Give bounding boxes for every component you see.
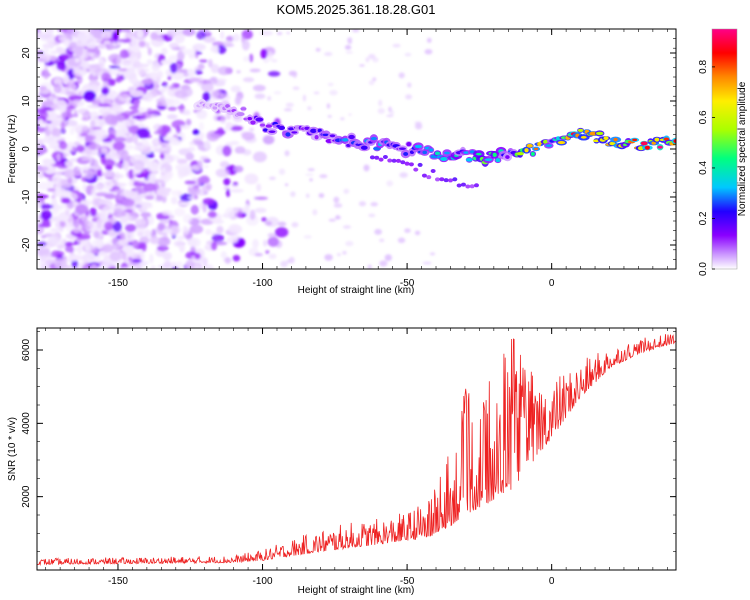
- snr-panel: -150 -100 -50 0 2000 4000 6000 Height of strai…: [7, 327, 677, 596]
- spectrogram-ytick-label: -20: [21, 237, 32, 252]
- spectrogram-xlabel: Height of straight line (km): [298, 285, 415, 296]
- snr-xtick-label: -100: [253, 576, 273, 587]
- colorbar-tick-label: 0.4: [698, 161, 709, 175]
- spectrogram-ridge: [193, 99, 676, 189]
- colorbar-tick-label: 0.0: [698, 262, 709, 276]
- spectrogram-xtick-label: 0: [549, 278, 555, 289]
- spectrogram-xtick-label: -100: [253, 278, 273, 289]
- spectrogram-xtick-label: -50: [400, 278, 415, 289]
- colorbar-ticks: 0.0 0.2 0.4 0.6 0.8: [698, 60, 715, 276]
- spectrogram-ylabel: Frequency (Hz): [7, 115, 18, 184]
- colorbar: 0.0 0.2 0.4 0.6 0.8 Normalized spectral ampl…: [698, 28, 748, 276]
- snr-ticks: -150 -100 -50 0 2000 4000 6000: [21, 328, 676, 587]
- snr-ytick-label: 4000: [21, 412, 32, 435]
- snr-ytick-label: 2000: [21, 485, 32, 508]
- snr-xtick-label: -50: [400, 576, 415, 587]
- colorbar-tick-label: 0.8: [698, 60, 709, 74]
- spectrogram-ytick-label: 0: [21, 146, 32, 152]
- snr-xlabel: Height of straight line (km): [298, 585, 415, 596]
- snr-series-line: [37, 334, 676, 566]
- snr-xtick-label: 0: [549, 576, 555, 587]
- snr-xtick-label: -150: [108, 576, 128, 587]
- spectrogram-image: [37, 29, 676, 269]
- snr-ylabel: SNR (10 * v/v): [7, 417, 18, 481]
- snr-ytick-label: 6000: [21, 338, 32, 361]
- spectrogram-ytick-label: 10: [21, 95, 32, 107]
- colorbar-label: Normalized spectral amplitude: [737, 81, 748, 216]
- spectrogram-noise: [37, 29, 436, 269]
- spectrogram-ytick-label: 20: [21, 47, 32, 59]
- chart-title: KOM5.2025.361.18.28.G01: [276, 2, 435, 17]
- spectrogram-ytick-label: -10: [21, 189, 32, 204]
- snr-frame: [36, 327, 677, 571]
- colorbar-frame: [711, 28, 738, 270]
- spectrogram-xtick-label: -150: [108, 278, 128, 289]
- colorbar-gradient: [712, 29, 737, 269]
- colorbar-tick-label: 0.6: [698, 110, 709, 124]
- colorbar-tick-label: 0.2: [698, 211, 709, 225]
